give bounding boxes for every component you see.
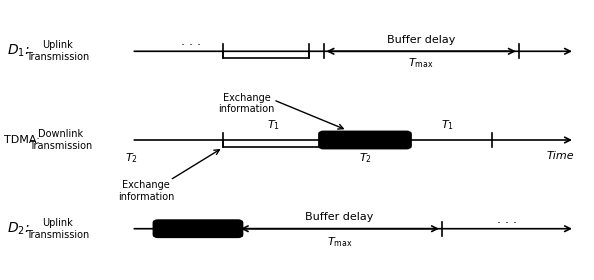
Text: $T_1$: $T_1$ [267,119,280,132]
Text: Exchange
information: Exchange information [219,93,275,115]
Text: Exchange
information: Exchange information [118,180,175,202]
Text: Time: Time [546,151,574,161]
Text: Buffer delay: Buffer delay [305,212,374,222]
Text: $T_\mathrm{max}$: $T_\mathrm{max}$ [409,56,434,70]
Text: $T_1$: $T_1$ [441,119,454,132]
Text: $D_1$:: $D_1$: [7,43,30,59]
Text: Uplink
Transmission: Uplink Transmission [26,41,89,62]
Text: Downlink
Transmission: Downlink Transmission [29,129,92,151]
Text: $T_2$: $T_2$ [359,151,371,165]
Text: Uplink
Transmission: Uplink Transmission [26,218,89,239]
FancyBboxPatch shape [154,221,241,236]
Text: $T_\mathrm{max}$: $T_\mathrm{max}$ [327,235,352,249]
Text: . . .: . . . [497,213,517,225]
Text: . . .: . . . [181,35,201,48]
Text: Buffer delay: Buffer delay [387,35,456,45]
FancyBboxPatch shape [320,132,410,148]
Text: TDMA:: TDMA: [4,135,40,145]
Text: $D_2$:: $D_2$: [7,221,30,237]
Text: $T_2$: $T_2$ [125,151,138,165]
